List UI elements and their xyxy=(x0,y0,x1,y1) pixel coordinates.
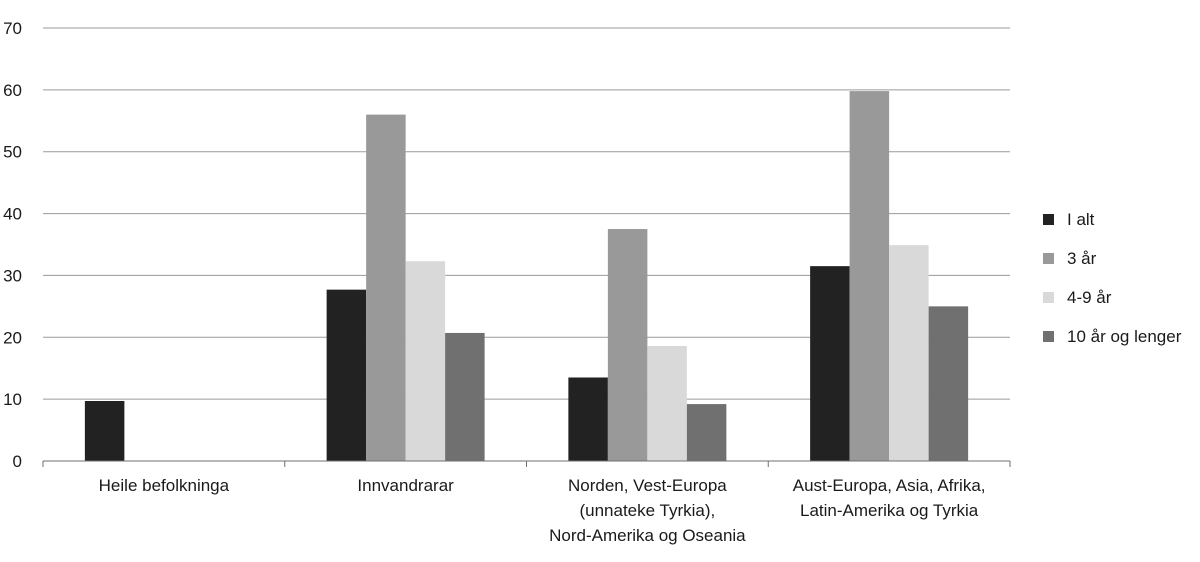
bar xyxy=(849,91,890,461)
legend-label: 4-9 år xyxy=(1067,288,1112,307)
x-category-label: Norden, Vest-Europa xyxy=(568,476,727,495)
x-category-label: Innvandrarar xyxy=(357,476,454,495)
y-tick-label: 70 xyxy=(3,19,22,38)
legend: I alt 3 år 4-9 år 10 år og lenger xyxy=(1043,210,1182,346)
bars xyxy=(84,91,969,461)
legend-label: 10 år og lenger xyxy=(1067,327,1182,346)
bar xyxy=(889,245,929,461)
y-tick-label: 50 xyxy=(3,143,22,162)
bar xyxy=(647,345,687,461)
legend-swatch xyxy=(1043,331,1054,342)
bar xyxy=(928,306,969,461)
y-tick-label: 60 xyxy=(3,81,22,100)
bar xyxy=(568,377,608,461)
x-category-label: Heile befolkninga xyxy=(99,476,230,495)
bar xyxy=(405,261,446,461)
gridlines xyxy=(43,27,1010,400)
bar xyxy=(810,266,850,461)
x-category-label: (unnateke Tyrkia), xyxy=(579,501,715,520)
bar xyxy=(607,229,648,461)
y-tick-label: 0 xyxy=(13,452,22,471)
y-tick-label: 30 xyxy=(3,266,22,285)
x-category-label: Aust-Europa, Asia, Afrika, xyxy=(793,476,986,495)
bar xyxy=(84,400,125,461)
bar xyxy=(326,289,367,461)
y-tick-label: 40 xyxy=(3,205,22,224)
y-tick-label: 10 xyxy=(3,390,22,409)
legend-swatch xyxy=(1043,253,1054,264)
bar xyxy=(445,332,485,461)
legend-label: I alt xyxy=(1067,210,1095,229)
y-tick-label: 20 xyxy=(3,328,22,347)
bar xyxy=(686,404,727,461)
axes: 0 10 20 30 40 50 60 70 Heile befolkninga Innvandr… xyxy=(3,19,1011,545)
legend-swatch xyxy=(1043,214,1054,225)
legend-swatch xyxy=(1043,292,1054,303)
legend-label: 3 år xyxy=(1067,249,1097,268)
x-category-label: Latin-Amerika og Tyrkia xyxy=(800,501,979,520)
x-category-label: Nord-Amerika og Oseania xyxy=(549,526,746,545)
bar xyxy=(366,114,406,461)
